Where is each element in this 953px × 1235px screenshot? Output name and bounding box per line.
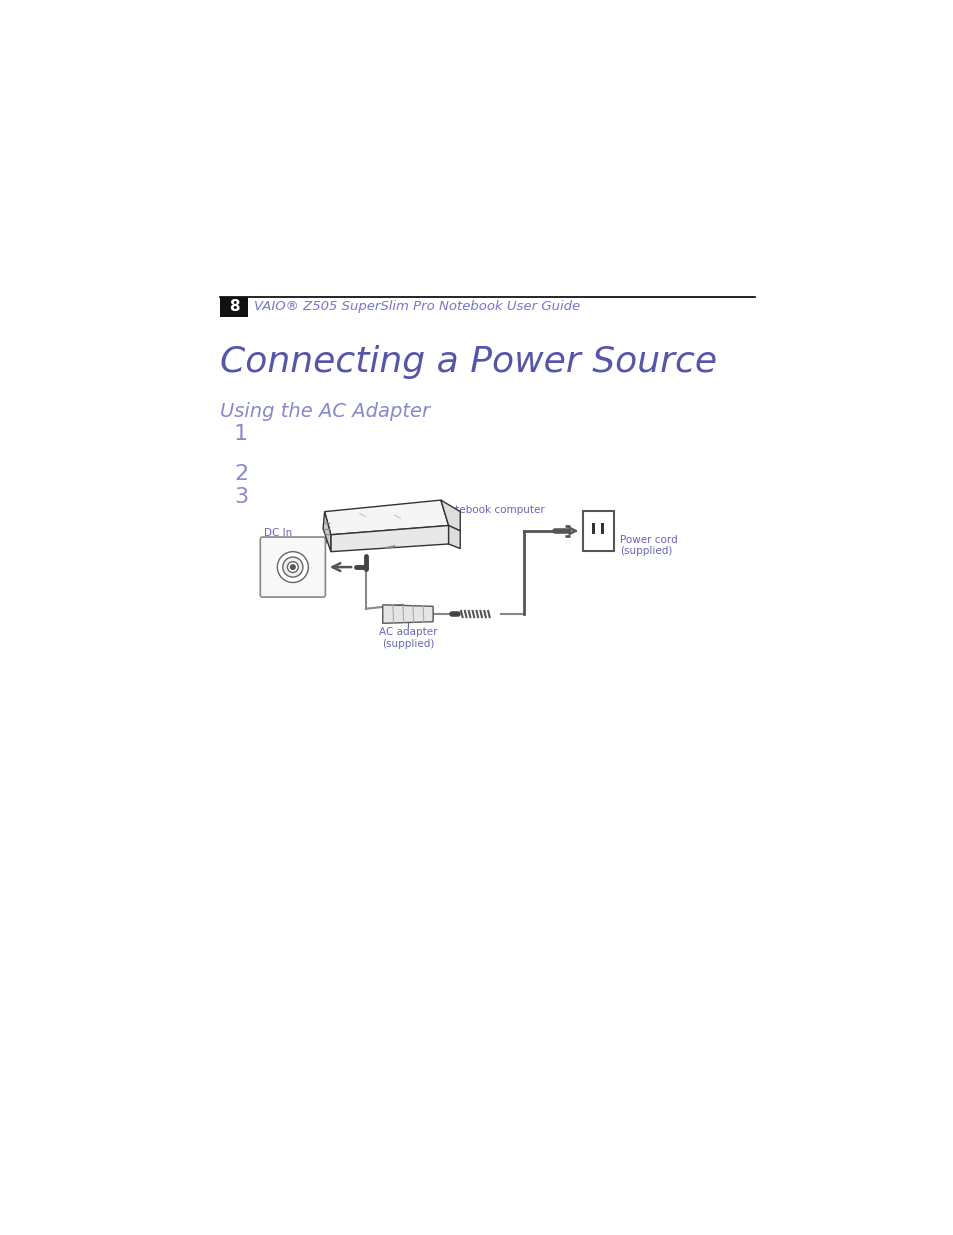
Polygon shape <box>323 511 331 552</box>
Text: Using the AC Adapter: Using the AC Adapter <box>220 403 430 421</box>
Circle shape <box>287 562 298 573</box>
Circle shape <box>282 557 303 577</box>
FancyArrowPatch shape <box>569 527 576 535</box>
Text: DC In: DC In <box>264 527 293 537</box>
FancyBboxPatch shape <box>260 537 325 597</box>
Text: Power cord
(supplied): Power cord (supplied) <box>619 535 677 556</box>
Polygon shape <box>440 500 459 531</box>
Bar <box>600 522 604 534</box>
Bar <box>592 522 595 534</box>
Text: 3: 3 <box>233 487 248 508</box>
Text: Notebook computer: Notebook computer <box>440 505 544 515</box>
Polygon shape <box>448 526 459 548</box>
Polygon shape <box>331 526 448 552</box>
FancyArrowPatch shape <box>333 563 351 571</box>
Circle shape <box>277 552 308 583</box>
Polygon shape <box>382 605 433 624</box>
Bar <box>582 511 613 551</box>
Text: AC adapter
(supplied): AC adapter (supplied) <box>378 627 436 648</box>
Bar <box>220 296 248 317</box>
Text: VAIO® Z505 SuperSlim Pro Notebook User Guide: VAIO® Z505 SuperSlim Pro Notebook User G… <box>253 300 579 314</box>
Text: 2: 2 <box>233 464 248 484</box>
Text: Connecting a Power Source: Connecting a Power Source <box>220 345 717 379</box>
Circle shape <box>291 564 294 569</box>
Text: 8: 8 <box>229 299 239 315</box>
Text: 1: 1 <box>233 424 248 443</box>
Polygon shape <box>324 500 448 535</box>
